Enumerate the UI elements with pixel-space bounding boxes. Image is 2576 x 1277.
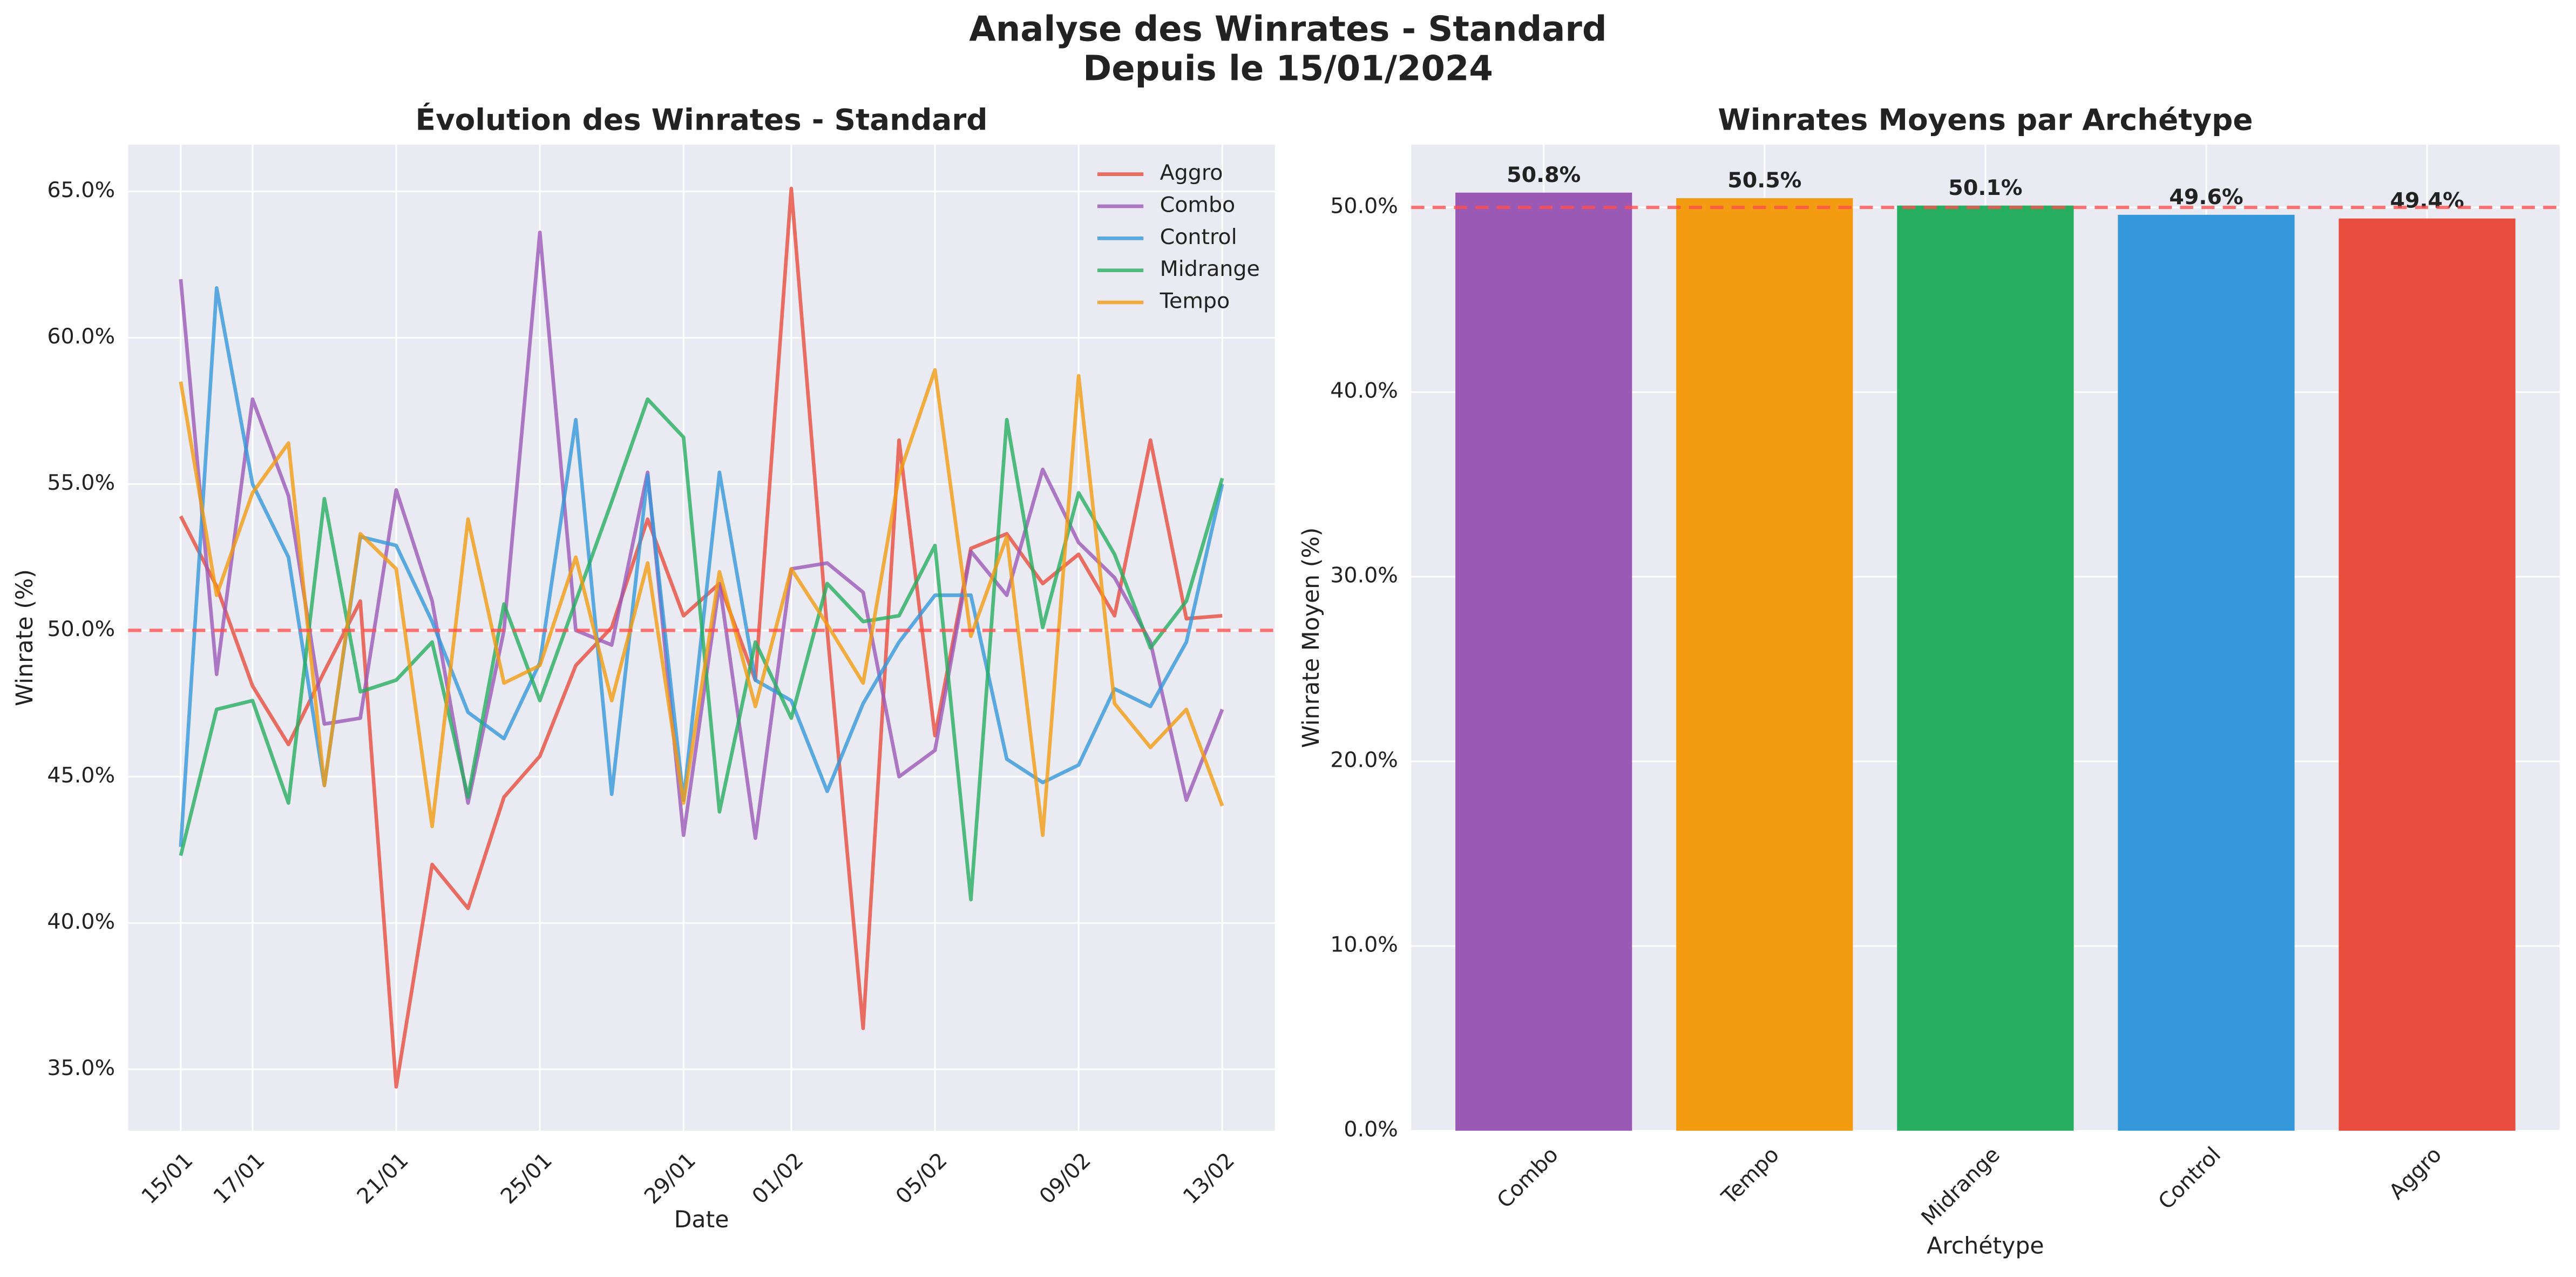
y-axis-label: Winrate Moyen (%) bbox=[1298, 528, 1325, 748]
x-axis-label: Archétype bbox=[1927, 1233, 2044, 1260]
x-tick-label: Tempo bbox=[1717, 1142, 1784, 1210]
x-tick-label: 29/01 bbox=[640, 1148, 701, 1209]
x-tick-label: 01/02 bbox=[747, 1148, 808, 1209]
y-tick-label: 45.0% bbox=[47, 763, 115, 788]
y-tick-label: 0.0% bbox=[1344, 1117, 1398, 1142]
bar-value-label: 49.6% bbox=[2169, 185, 2243, 210]
x-tick-label: Combo bbox=[1492, 1142, 1563, 1213]
y-tick-label: 60.0% bbox=[47, 324, 115, 349]
x-tick-label: 15/01 bbox=[137, 1148, 198, 1209]
y-tick-label: 30.0% bbox=[1330, 563, 1398, 588]
legend-label: Aggro bbox=[1160, 160, 1223, 185]
y-tick-label: 40.0% bbox=[1330, 379, 1398, 403]
y-tick-label: 50.0% bbox=[1330, 194, 1398, 219]
bar bbox=[1897, 205, 2074, 1131]
y-tick-label: 40.0% bbox=[47, 909, 115, 934]
legend-label: Control bbox=[1160, 225, 1237, 249]
legend-label: Combo bbox=[1160, 192, 1236, 217]
y-tick-label: 50.0% bbox=[47, 617, 115, 641]
line-series bbox=[179, 186, 1223, 1089]
legend-label: Tempo bbox=[1160, 289, 1230, 314]
x-tick-label: 21/01 bbox=[352, 1148, 413, 1209]
bar-value-label: 50.1% bbox=[1948, 175, 2022, 200]
y-tick-label: 65.0% bbox=[47, 178, 115, 202]
bar bbox=[2118, 214, 2295, 1131]
x-axis-label: Date bbox=[674, 1206, 729, 1233]
suptitle: Analyse des Winrates - Standard bbox=[969, 9, 1606, 49]
legend-label: Midrange bbox=[1160, 256, 1260, 281]
y-tick-label: 20.0% bbox=[1330, 748, 1398, 773]
y-tick-label: 10.0% bbox=[1330, 933, 1398, 957]
x-tick-label: 25/01 bbox=[496, 1148, 557, 1209]
bar bbox=[1455, 192, 1632, 1131]
x-tick-label: 13/02 bbox=[1178, 1148, 1239, 1209]
chart-title: Winrates Moyens par Archétype bbox=[1718, 102, 2253, 137]
bar-value-label: 50.8% bbox=[1507, 163, 1581, 187]
bar bbox=[2338, 218, 2516, 1131]
suptitle: Depuis le 15/01/2024 bbox=[1083, 49, 1493, 89]
x-tick-label: Aggro bbox=[2384, 1142, 2446, 1204]
chart-title: Évolution des Winrates - Standard bbox=[416, 102, 988, 137]
x-tick-label: Control bbox=[2153, 1142, 2226, 1214]
y-tick-label: 55.0% bbox=[47, 470, 115, 495]
y-axis-label: Winrate (%) bbox=[11, 569, 38, 706]
line-series bbox=[179, 368, 1224, 837]
bar-value-label: 49.4% bbox=[2390, 188, 2464, 213]
x-tick-label: 17/01 bbox=[208, 1148, 269, 1209]
x-tick-label: 09/02 bbox=[1035, 1148, 1096, 1209]
x-tick-label: 05/02 bbox=[891, 1148, 952, 1209]
line-series bbox=[179, 397, 1224, 902]
bar-value-label: 50.5% bbox=[1727, 168, 1801, 193]
x-tick-label: Midrange bbox=[1916, 1142, 2004, 1230]
line-series bbox=[179, 231, 1224, 840]
bar bbox=[1676, 198, 1853, 1131]
y-tick-label: 35.0% bbox=[47, 1056, 115, 1080]
